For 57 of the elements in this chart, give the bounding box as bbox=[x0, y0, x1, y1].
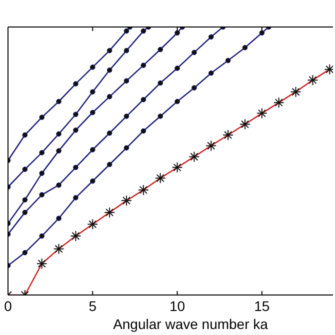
point bbox=[124, 78, 130, 84]
point bbox=[158, 80, 163, 86]
point bbox=[90, 64, 96, 70]
point bbox=[73, 164, 78, 170]
point bbox=[225, 58, 231, 64]
point bbox=[73, 112, 78, 118]
x-axis-title: Angular wave number ka bbox=[113, 316, 268, 332]
point bbox=[22, 210, 28, 216]
point bbox=[124, 114, 130, 119]
point bbox=[124, 145, 130, 151]
point bbox=[56, 148, 62, 154]
x-tick-label: 0 bbox=[4, 298, 12, 314]
x-tick-label: 10 bbox=[169, 298, 186, 314]
point bbox=[73, 81, 78, 86]
point bbox=[73, 128, 78, 133]
point bbox=[124, 48, 130, 54]
point bbox=[106, 94, 112, 100]
point bbox=[106, 162, 112, 168]
point bbox=[90, 147, 96, 152]
point bbox=[22, 197, 28, 203]
point bbox=[90, 178, 96, 184]
point bbox=[174, 66, 180, 71]
point bbox=[39, 114, 45, 120]
point bbox=[39, 233, 45, 239]
point bbox=[39, 192, 45, 198]
point bbox=[259, 30, 265, 36]
point bbox=[39, 170, 45, 176]
point bbox=[56, 98, 62, 104]
point bbox=[158, 114, 163, 119]
point bbox=[39, 150, 45, 156]
point bbox=[140, 96, 146, 102]
point bbox=[90, 89, 96, 95]
point bbox=[106, 130, 112, 136]
point bbox=[208, 34, 214, 40]
point bbox=[124, 28, 130, 34]
point bbox=[90, 110, 96, 116]
point bbox=[22, 166, 28, 172]
point bbox=[140, 128, 146, 134]
x-tick-label: 15 bbox=[254, 298, 270, 314]
point bbox=[174, 30, 180, 36]
point bbox=[56, 182, 62, 188]
point bbox=[22, 250, 28, 256]
point bbox=[242, 44, 248, 50]
point bbox=[140, 28, 146, 34]
point bbox=[192, 50, 197, 56]
point bbox=[140, 62, 146, 68]
x-tick-label: 5 bbox=[88, 298, 97, 314]
point bbox=[174, 98, 180, 104]
point bbox=[158, 46, 163, 52]
point bbox=[56, 216, 62, 221]
point bbox=[106, 68, 112, 73]
point bbox=[106, 48, 112, 54]
point bbox=[73, 195, 78, 200]
point bbox=[56, 131, 62, 137]
point bbox=[208, 70, 214, 76]
point bbox=[22, 132, 28, 138]
point bbox=[192, 85, 197, 90]
